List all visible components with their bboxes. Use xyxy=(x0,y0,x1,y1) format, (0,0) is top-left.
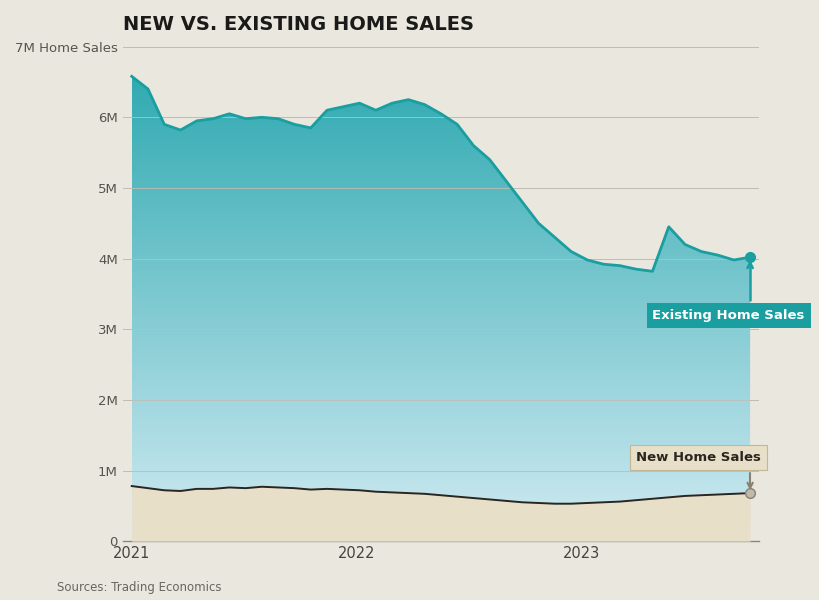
Text: Sources: Trading Economics: Sources: Trading Economics xyxy=(57,581,222,594)
Text: Existing Home Sales: Existing Home Sales xyxy=(652,263,804,322)
Text: NEW VS. EXISTING HOME SALES: NEW VS. EXISTING HOME SALES xyxy=(123,15,473,34)
Text: New Home Sales: New Home Sales xyxy=(636,451,760,488)
